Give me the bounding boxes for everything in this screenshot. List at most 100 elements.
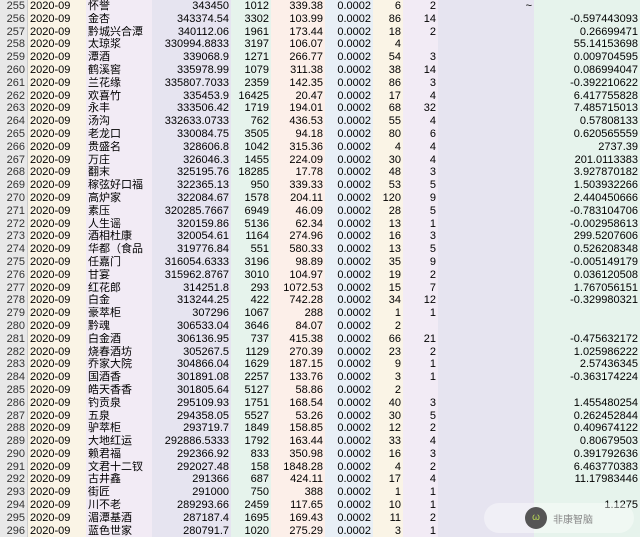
cell: 424.11: [271, 473, 325, 486]
cell: 293719.7: [152, 422, 231, 435]
cell: 2020-09: [28, 243, 86, 256]
row-number: 270: [0, 192, 28, 205]
cell: 2359: [231, 77, 271, 90]
cell: [438, 13, 534, 26]
cell: 4: [403, 154, 438, 167]
cell: 306136.95: [152, 333, 231, 346]
cell: 10: [373, 499, 403, 512]
cell: 钓贡泉: [86, 397, 152, 410]
cell: 0.0002: [325, 230, 373, 243]
cell: [438, 166, 534, 179]
cell: 白金酒: [86, 333, 152, 346]
cell: 274.96: [271, 230, 325, 243]
cell: 94.18: [271, 128, 325, 141]
cell: 金杏: [86, 13, 152, 26]
cell: [534, 525, 640, 538]
row-number: 274: [0, 243, 28, 256]
cell: 7: [403, 282, 438, 295]
cell: 0.0002: [325, 218, 373, 231]
cell: 4: [403, 141, 438, 154]
cell: 1792: [231, 435, 271, 448]
cell: 291366: [152, 473, 231, 486]
cell: 11: [373, 512, 403, 525]
cell: 0.0002: [325, 461, 373, 474]
cell: 762: [231, 115, 271, 128]
row-number: 273: [0, 230, 28, 243]
row-number: 283: [0, 358, 28, 371]
cell: 330084.75: [152, 128, 231, 141]
cell: 23: [373, 346, 403, 359]
cell: [438, 422, 534, 435]
cell: 1.1275: [534, 499, 640, 512]
cell: 2020-09: [28, 192, 86, 205]
cell: -0.329980321: [534, 294, 640, 307]
cell: 白金: [86, 294, 152, 307]
cell: [438, 256, 534, 269]
cell: 0.009704595: [534, 51, 640, 64]
row-number: 263: [0, 102, 28, 115]
cell: 2020-09: [28, 154, 86, 167]
row-number: 261: [0, 77, 28, 90]
cell: 0.57808133: [534, 115, 640, 128]
cell: 117.65: [271, 499, 325, 512]
cell: 330994.8833: [152, 38, 231, 51]
cell: 五泉: [86, 410, 152, 423]
cell: 0.0002: [325, 13, 373, 26]
cell: 黔城兴合潭: [86, 26, 152, 39]
cell: 46.09: [271, 205, 325, 218]
cell: [438, 77, 534, 90]
cell: [438, 499, 534, 512]
cell: 315.36: [271, 141, 325, 154]
cell: 2: [403, 0, 438, 13]
cell: 蓝色世家: [86, 525, 152, 538]
cell: [438, 218, 534, 231]
cell: 2020-09: [28, 141, 86, 154]
row-number: 289: [0, 435, 28, 448]
cell: 0.80679503: [534, 435, 640, 448]
cell: 2020-09: [28, 90, 86, 103]
cell: 1020: [231, 525, 271, 538]
cell: [438, 243, 534, 256]
cell: 343374.54: [152, 13, 231, 26]
cell: 1: [403, 525, 438, 538]
cell: -0.392210622: [534, 77, 640, 90]
cell: 20.47: [271, 90, 325, 103]
cell: 1455: [231, 154, 271, 167]
row-number: 277: [0, 282, 28, 295]
row-number: 266: [0, 141, 28, 154]
cell: 乔家大院: [86, 358, 152, 371]
cell: 1: [403, 499, 438, 512]
row-number: 281: [0, 333, 28, 346]
cell: 2020-09: [28, 64, 86, 77]
cell: 224.09: [271, 154, 325, 167]
cell: 任嘉门: [86, 256, 152, 269]
cell: [438, 358, 534, 371]
cell: 16: [373, 230, 403, 243]
cell: 30: [373, 154, 403, 167]
cell: 2020-09: [28, 294, 86, 307]
cell: 687: [231, 473, 271, 486]
cell: 1: [403, 358, 438, 371]
cell: 1961: [231, 26, 271, 39]
cell: 3646: [231, 320, 271, 333]
cell: 292027.48: [152, 461, 231, 474]
cell: 3302: [231, 13, 271, 26]
cell: 0.26699471: [534, 26, 640, 39]
cell: 0.0002: [325, 166, 373, 179]
cell: 0.0002: [325, 422, 373, 435]
cell: 950: [231, 179, 271, 192]
row-number: 262: [0, 90, 28, 103]
cell: 2020-09: [28, 320, 86, 333]
cell: 84.07: [271, 320, 325, 333]
cell: -0.002958613: [534, 218, 640, 231]
cell: [534, 486, 640, 499]
cell: 335453.9: [152, 90, 231, 103]
row-number: 296: [0, 525, 28, 538]
row-number: 288: [0, 422, 28, 435]
cell: 287187.4: [152, 512, 231, 525]
cell: ~: [438, 0, 534, 13]
cell: 2020-09: [28, 256, 86, 269]
cell: 18: [373, 26, 403, 39]
cell: 1: [403, 371, 438, 384]
cell: 339.38: [271, 0, 325, 13]
